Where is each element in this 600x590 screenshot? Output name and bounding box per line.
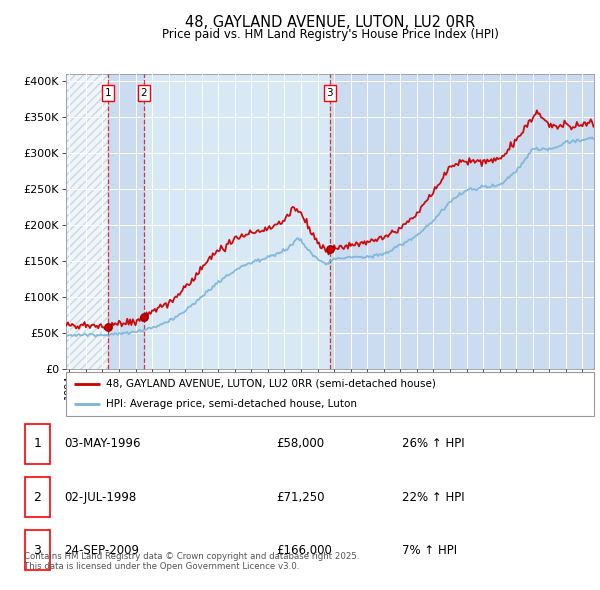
Text: £71,250: £71,250 <box>276 490 324 504</box>
Text: 2: 2 <box>140 88 147 98</box>
Text: 1: 1 <box>34 437 41 451</box>
Text: 1: 1 <box>105 88 112 98</box>
Text: 3: 3 <box>326 88 333 98</box>
Text: 24-SEP-2009: 24-SEP-2009 <box>65 543 140 557</box>
Text: 26% ↑ HPI: 26% ↑ HPI <box>403 437 465 451</box>
Text: 03-MAY-1996: 03-MAY-1996 <box>65 437 141 451</box>
Text: £166,000: £166,000 <box>276 543 332 557</box>
Text: 3: 3 <box>34 543 41 557</box>
Text: HPI: Average price, semi-detached house, Luton: HPI: Average price, semi-detached house,… <box>106 399 356 409</box>
Text: 7% ↑ HPI: 7% ↑ HPI <box>403 543 458 557</box>
Text: 48, GAYLAND AVENUE, LUTON, LU2 0RR: 48, GAYLAND AVENUE, LUTON, LU2 0RR <box>185 15 475 30</box>
Text: £58,000: £58,000 <box>276 437 324 451</box>
Text: 2: 2 <box>34 490 41 504</box>
Text: Price paid vs. HM Land Registry's House Price Index (HPI): Price paid vs. HM Land Registry's House … <box>161 28 499 41</box>
Text: 22% ↑ HPI: 22% ↑ HPI <box>403 490 465 504</box>
Bar <box>144 74 329 369</box>
Text: 48, GAYLAND AVENUE, LUTON, LU2 0RR (semi-detached house): 48, GAYLAND AVENUE, LUTON, LU2 0RR (semi… <box>106 379 436 389</box>
Bar <box>329 74 594 369</box>
Text: Contains HM Land Registry data © Crown copyright and database right 2025.
This d: Contains HM Land Registry data © Crown c… <box>24 552 359 571</box>
Text: 02-JUL-1998: 02-JUL-1998 <box>65 490 137 504</box>
Bar <box>108 74 144 369</box>
